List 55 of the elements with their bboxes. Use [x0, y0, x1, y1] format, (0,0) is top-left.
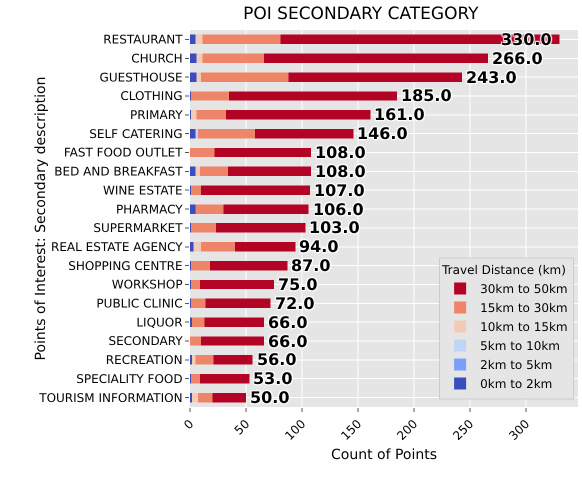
y-tick-label: GUESTHOUSE — [100, 70, 183, 84]
total-label: 75.0 — [278, 275, 318, 294]
total-label: 50.0 — [250, 388, 290, 407]
y-tick-label: PHARMACY — [116, 202, 184, 216]
y-tick-label: FAST FOOD OUTLET — [64, 146, 184, 160]
total-label: 87.0 — [291, 256, 330, 275]
y-tick-label: SELF CATERING — [89, 126, 183, 141]
legend-label: 30km to 50km — [480, 282, 568, 296]
total-label: 66.0 — [268, 313, 308, 332]
y-tick-label: PRIMARY — [130, 108, 184, 122]
y-tick-label: SPECIALITY FOOD — [76, 372, 183, 386]
chart-title: POI SECONDARY CATEGORY — [243, 4, 480, 24]
total-label: 266.0 — [492, 49, 543, 68]
total-label: 185.0 — [401, 86, 452, 105]
y-tick-label: RESTAURANT — [103, 32, 184, 47]
total-label: 56.0 — [257, 350, 296, 369]
y-tick-label: REAL ESTATE AGENCY — [51, 240, 184, 254]
x-axis-title: Count of Points — [330, 447, 438, 463]
x-tick-label: 300 — [506, 416, 532, 443]
x-tick-label: 100 — [282, 416, 308, 443]
x-tick-label: 0 — [181, 416, 196, 432]
x-tick-label: 50 — [232, 416, 252, 438]
total-label: 243.0 — [466, 68, 517, 87]
total-label: 330.0 — [501, 30, 552, 49]
legend-label: 0km to 2km — [480, 377, 552, 392]
legend-label: 5km to 10km — [480, 339, 560, 354]
total-label: 72.0 — [275, 294, 314, 313]
legend-label: 2km to 5km — [480, 358, 552, 372]
total-label: 146.0 — [357, 124, 408, 143]
y-tick-label: PUBLIC CLINIC — [96, 296, 183, 311]
y-tick-label: WINE ESTATE — [103, 183, 183, 198]
total-label: 66.0 — [268, 332, 308, 351]
y-tick-label: RECREATION — [106, 353, 183, 368]
total-label: 106.0 — [313, 200, 364, 219]
x-tick-label: 150 — [338, 416, 364, 443]
total-label: 53.0 — [253, 369, 292, 388]
y-tick-label: BED AND BREAKFAST — [54, 164, 184, 179]
y-tick-label: CLOTHING — [120, 89, 183, 104]
legend-title: Travel Distance (km) — [441, 263, 566, 278]
total-label: 94.0 — [299, 237, 338, 256]
legend-label: 15km to 30km — [480, 301, 568, 316]
y-axis-title: Points of Interest: Secondary description — [33, 76, 50, 360]
total-label: 103.0 — [309, 218, 360, 237]
total-label: 108.0 — [315, 143, 366, 162]
y-tick-label: CHURCH — [131, 51, 183, 66]
y-tick-label: SECONDARY — [108, 334, 184, 348]
y-tick-label: LIQUOR — [136, 315, 183, 330]
y-tick-label: SUPERMARKET — [93, 221, 184, 236]
total-label: 107.0 — [314, 181, 365, 200]
legend-label: 10km to 15km — [480, 320, 568, 334]
total-label: 108.0 — [315, 162, 366, 181]
total-label: 161.0 — [374, 105, 425, 124]
y-tick-label: WORKSHOP — [112, 278, 183, 292]
y-tick-label: SHOPPING CENTRE — [68, 258, 183, 273]
y-tick-label: TOURISM INFORMATION — [38, 390, 183, 405]
